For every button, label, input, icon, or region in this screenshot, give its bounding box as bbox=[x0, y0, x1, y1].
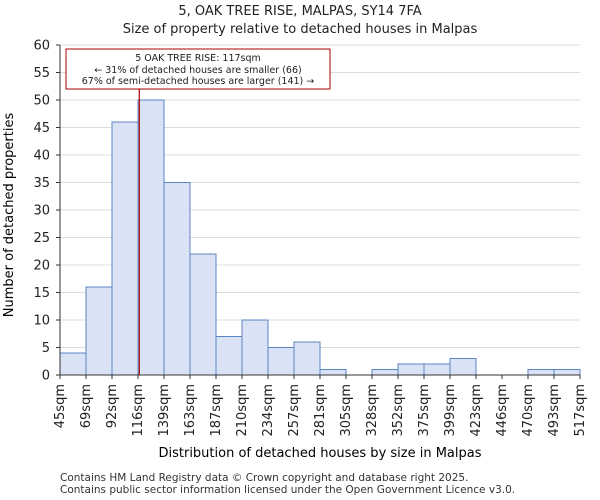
bar bbox=[59, 352, 87, 376]
y-tick-label: 15 bbox=[33, 286, 50, 301]
x-tick-label: 305sqm bbox=[339, 384, 354, 437]
x-tick-label: 517sqm bbox=[573, 384, 588, 437]
bar bbox=[449, 358, 477, 376]
annotation-larger: 67% of semi-detached houses are larger (… bbox=[82, 76, 315, 87]
annotation-title: 5 OAK TREE RISE: 117sqm bbox=[135, 53, 261, 64]
y-tick-label: 25 bbox=[33, 231, 50, 246]
annotation-smaller: ← 31% of detached houses are smaller (66… bbox=[94, 65, 301, 76]
x-tick-label: 446sqm bbox=[495, 384, 510, 437]
chart-title: 5, OAK TREE RISE, MALPAS, SY14 7FA bbox=[178, 4, 422, 19]
x-tick-label: 375sqm bbox=[417, 384, 432, 437]
x-tick-label: 210sqm bbox=[235, 384, 250, 437]
x-tick-label: 328sqm bbox=[365, 384, 380, 437]
bar bbox=[163, 182, 191, 376]
x-tick-label: 399sqm bbox=[443, 384, 458, 437]
x-tick-label: 45sqm bbox=[53, 384, 68, 428]
bar bbox=[527, 369, 555, 376]
x-tick-label: 493sqm bbox=[547, 384, 562, 437]
x-tick-label: 234sqm bbox=[261, 384, 276, 437]
y-tick-label: 0 bbox=[42, 369, 50, 384]
x-tick-label: 116sqm bbox=[131, 384, 146, 437]
x-tick-label: 257sqm bbox=[287, 384, 302, 437]
bar bbox=[241, 319, 269, 376]
x-tick-label: 139sqm bbox=[157, 384, 172, 437]
y-tick-label: 10 bbox=[33, 314, 50, 329]
bar bbox=[267, 347, 295, 376]
y-tick-label: 5 bbox=[42, 341, 50, 356]
y-tick-label: 35 bbox=[33, 176, 50, 191]
bar bbox=[423, 363, 451, 376]
footer-copyright: Contains HM Land Registry data © Crown c… bbox=[60, 472, 469, 484]
x-tick-label: 352sqm bbox=[391, 384, 406, 437]
bar bbox=[397, 363, 425, 376]
bar bbox=[215, 336, 243, 376]
x-tick-label: 92sqm bbox=[105, 384, 120, 428]
y-tick-label: 45 bbox=[33, 121, 50, 136]
annotation-box bbox=[65, 48, 331, 90]
y-tick-label: 40 bbox=[33, 149, 50, 164]
bar bbox=[85, 286, 113, 376]
bar bbox=[371, 369, 399, 376]
x-tick-label: 187sqm bbox=[209, 384, 224, 437]
chart-subtitle: Size of property relative to detached ho… bbox=[122, 22, 478, 37]
y-axis-label: Number of detached properties bbox=[2, 113, 17, 318]
x-axis-label: Distribution of detached houses by size … bbox=[158, 446, 481, 461]
footer-licence: Contains public sector information licen… bbox=[60, 484, 516, 496]
bar bbox=[319, 369, 347, 376]
bar bbox=[189, 253, 217, 376]
x-tick-label: 470sqm bbox=[521, 384, 536, 437]
bar bbox=[293, 341, 321, 376]
y-tick-label: 50 bbox=[33, 94, 50, 109]
y-tick-label: 20 bbox=[33, 259, 50, 274]
x-tick-label: 69sqm bbox=[79, 384, 94, 428]
y-tick-label: 60 bbox=[33, 39, 50, 54]
bar bbox=[553, 369, 581, 376]
y-tick-label: 30 bbox=[33, 204, 50, 219]
y-tick-label: 55 bbox=[33, 66, 50, 81]
x-tick-label: 163sqm bbox=[183, 384, 198, 437]
x-tick-label: 423sqm bbox=[469, 384, 484, 437]
bar bbox=[137, 99, 165, 376]
x-tick-label: 281sqm bbox=[313, 384, 328, 437]
bar bbox=[111, 121, 139, 376]
